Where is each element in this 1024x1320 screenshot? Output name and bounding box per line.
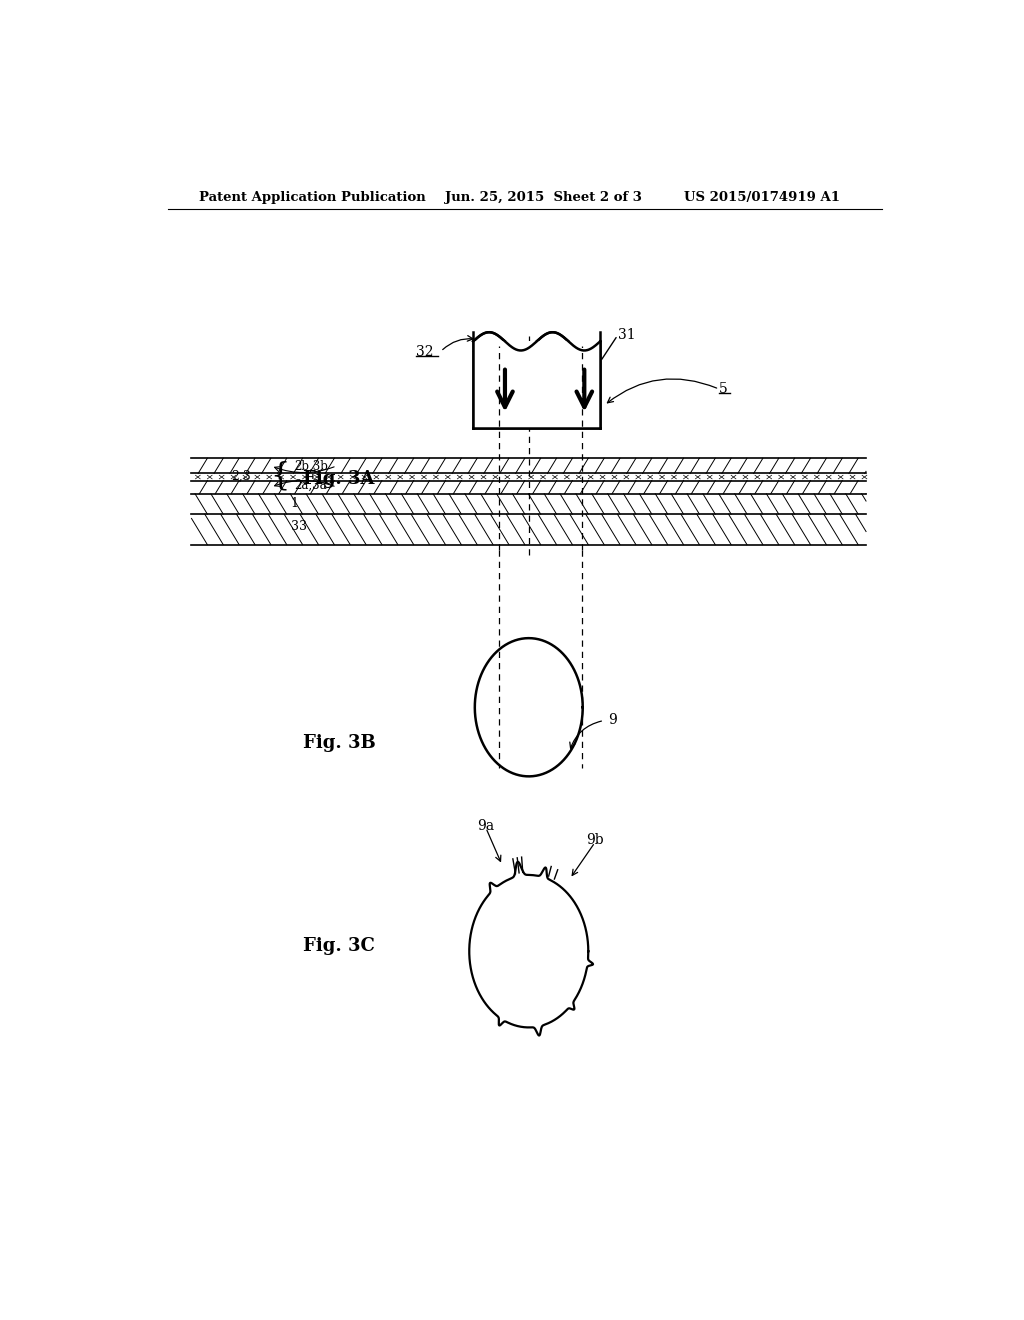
Text: 32: 32	[416, 345, 433, 359]
Text: US 2015/0174919 A1: US 2015/0174919 A1	[684, 190, 840, 203]
Text: Patent Application Publication: Patent Application Publication	[200, 190, 426, 203]
Text: 1: 1	[291, 498, 299, 511]
Text: 31: 31	[618, 329, 636, 342]
Text: 2b,3b: 2b,3b	[295, 459, 329, 473]
Text: 2,3: 2,3	[231, 470, 251, 483]
Bar	[473, 342, 600, 428]
Text: Fig. 3C: Fig. 3C	[303, 937, 375, 956]
Text: Fig. 3A: Fig. 3A	[303, 470, 374, 487]
Text: Jun. 25, 2015  Sheet 2 of 3: Jun. 25, 2015 Sheet 2 of 3	[445, 190, 642, 203]
Text: Fig. 3B: Fig. 3B	[303, 734, 376, 752]
Text: 9b: 9b	[586, 833, 604, 847]
Text: {: {	[270, 461, 290, 491]
Text: 33: 33	[291, 520, 307, 533]
Text: 9: 9	[608, 714, 616, 727]
Text: 9a: 9a	[477, 818, 495, 833]
Text: 5: 5	[719, 381, 728, 396]
Text: 2a,3a: 2a,3a	[295, 479, 328, 491]
